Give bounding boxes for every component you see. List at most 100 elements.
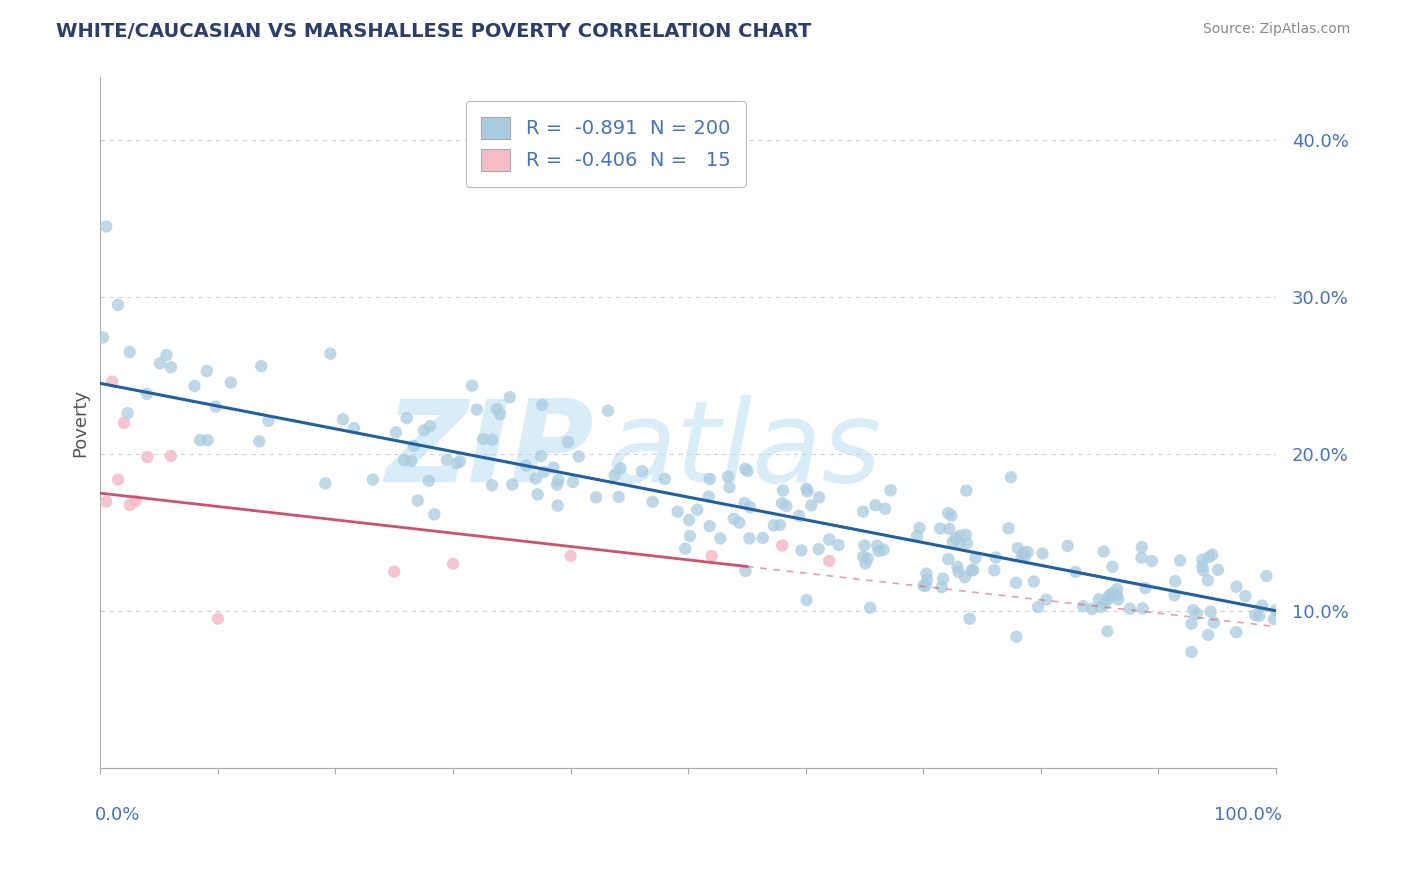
Point <box>879 483 901 498</box>
Point <box>1163 588 1185 602</box>
Point <box>796 593 818 607</box>
Point <box>770 496 793 510</box>
Point <box>965 550 987 565</box>
Point <box>1135 581 1157 595</box>
Point <box>149 356 172 370</box>
Point <box>915 573 938 587</box>
Y-axis label: Poverty: Poverty <box>72 389 89 457</box>
Point <box>419 419 441 434</box>
Point <box>1192 564 1215 578</box>
Point <box>1011 549 1033 564</box>
Point <box>1182 603 1205 617</box>
Point <box>207 612 229 626</box>
Point <box>818 533 841 547</box>
Point <box>769 517 792 532</box>
Point <box>560 549 582 563</box>
Point <box>807 542 830 557</box>
Point <box>568 450 591 464</box>
Point <box>718 480 741 494</box>
Point <box>314 476 336 491</box>
Point <box>1071 599 1094 614</box>
Point <box>118 498 141 512</box>
Point <box>124 494 146 508</box>
Point <box>641 494 664 508</box>
Point <box>1098 589 1121 603</box>
Point <box>332 412 354 426</box>
Point <box>983 563 1005 577</box>
Point <box>107 473 129 487</box>
Point <box>197 433 219 447</box>
Point <box>936 506 959 520</box>
Point <box>734 462 756 476</box>
Point <box>955 527 977 541</box>
Point <box>361 473 384 487</box>
Point <box>997 521 1019 535</box>
Point <box>962 563 984 577</box>
Point <box>135 387 157 401</box>
Point <box>709 532 731 546</box>
Point <box>941 508 963 523</box>
Point <box>1005 575 1028 590</box>
Point <box>800 499 823 513</box>
Point <box>700 549 723 563</box>
Point <box>1256 569 1278 583</box>
Point <box>772 483 794 498</box>
Text: WHITE/CAUCASIAN VS MARSHALLESE POVERTY CORRELATION CHART: WHITE/CAUCASIAN VS MARSHALLESE POVERTY C… <box>56 22 811 41</box>
Point <box>855 557 877 571</box>
Point <box>1092 544 1115 558</box>
Point <box>1132 601 1154 615</box>
Point <box>946 559 969 574</box>
Point <box>948 565 970 579</box>
Point <box>853 539 876 553</box>
Point <box>1234 589 1257 603</box>
Point <box>1097 591 1119 606</box>
Point <box>1264 603 1286 617</box>
Point <box>673 541 696 556</box>
Point <box>960 563 983 577</box>
Point <box>531 398 554 412</box>
Point <box>678 513 700 527</box>
Point <box>546 477 568 491</box>
Point <box>1107 582 1129 597</box>
Point <box>827 538 849 552</box>
Point <box>949 529 972 543</box>
Point <box>501 477 523 491</box>
Point <box>402 439 425 453</box>
Point <box>679 529 702 543</box>
Point <box>1107 588 1129 602</box>
Point <box>738 500 761 515</box>
Point <box>91 330 114 344</box>
Point <box>461 378 484 392</box>
Point <box>585 491 607 505</box>
Point <box>1014 549 1036 564</box>
Point <box>603 468 626 483</box>
Point <box>446 457 468 471</box>
Point <box>1031 547 1053 561</box>
Point <box>526 487 548 501</box>
Point <box>1140 554 1163 568</box>
Point <box>852 549 875 564</box>
Point <box>557 435 579 450</box>
Point <box>945 531 967 545</box>
Point <box>319 346 342 360</box>
Point <box>1101 559 1123 574</box>
Point <box>734 496 756 510</box>
Point <box>856 551 879 566</box>
Point <box>547 499 569 513</box>
Point <box>382 565 405 579</box>
Point <box>609 461 631 475</box>
Point <box>401 454 423 468</box>
Point <box>188 433 211 447</box>
Point <box>1180 616 1202 631</box>
Point <box>481 478 503 492</box>
Point <box>770 539 793 553</box>
Point <box>118 345 141 359</box>
Point <box>1022 574 1045 589</box>
Text: 100.0%: 100.0% <box>1213 805 1282 823</box>
Point <box>1199 605 1222 619</box>
Point <box>547 473 569 487</box>
Point <box>796 482 818 496</box>
Point <box>932 572 955 586</box>
Point <box>1007 541 1029 556</box>
Point <box>936 552 959 566</box>
